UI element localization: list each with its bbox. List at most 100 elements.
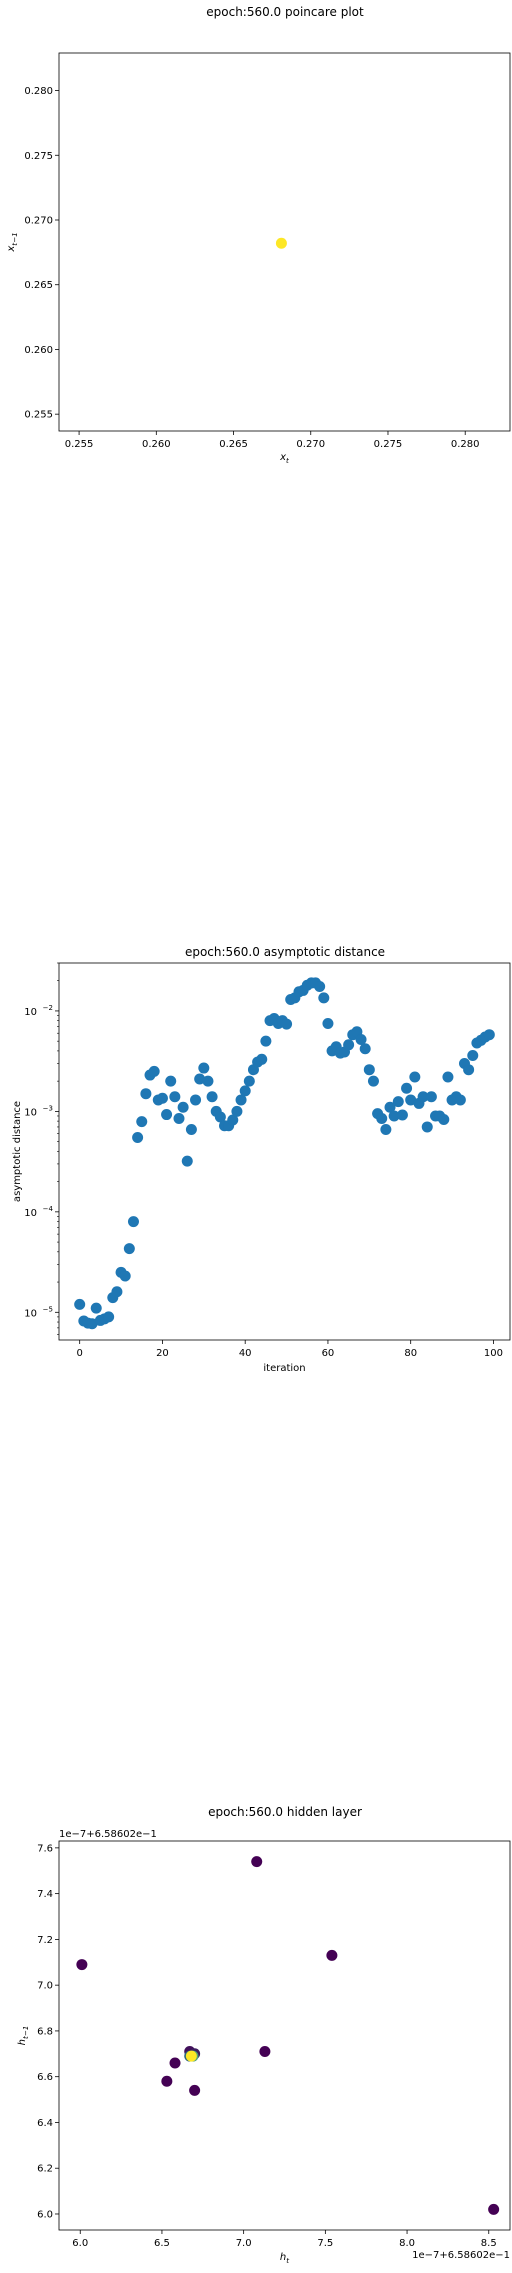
data-point	[405, 1094, 417, 1106]
y-axis-label: xt−1	[6, 232, 19, 252]
data-point	[169, 2057, 181, 2069]
y-tick-label: 6.4	[37, 2118, 53, 2129]
data-point	[119, 1270, 131, 1282]
data-point	[227, 1114, 239, 1126]
data-point	[189, 2084, 201, 2096]
data-point	[156, 1092, 168, 1104]
x-tick-label: 6.0	[72, 2238, 88, 2249]
data-point	[442, 1071, 454, 1083]
hidden-layer-chart: epoch:560.0 hidden layer 1e−7+6.58602e−1 6…	[17, 1805, 511, 2265]
y-axis-label: ht−1	[17, 2026, 30, 2046]
x-tick-label: 100	[484, 1348, 503, 1359]
data-point	[359, 1043, 371, 1055]
data-point	[103, 1311, 115, 1323]
data-point	[355, 1033, 367, 1045]
data-point	[111, 1286, 123, 1298]
data-point	[343, 1039, 355, 1051]
data-point	[86, 1318, 98, 1330]
y-tick-label: 7.4	[37, 1889, 53, 1900]
y-tick-label: 10 −3	[24, 1104, 53, 1118]
data-point	[256, 1053, 268, 1065]
y-tick-label: 6.8	[37, 2026, 53, 2037]
data-point	[140, 1088, 152, 1100]
data-point	[136, 1116, 148, 1128]
x-tick-label: 40	[239, 1348, 252, 1359]
data-point	[401, 1082, 413, 1094]
data-point	[173, 1112, 185, 1124]
data-point	[326, 1949, 338, 1961]
x-tick-label: 20	[156, 1348, 169, 1359]
x-tick-label: 0.275	[374, 439, 403, 450]
data-point	[185, 2050, 197, 2062]
data-point	[367, 1075, 379, 1087]
data-point	[161, 2075, 173, 2087]
x-offset-label: 1e−7+6.58602e−1	[412, 2250, 510, 2261]
data-point	[417, 1091, 429, 1103]
data-point	[251, 1856, 263, 1868]
data-point	[275, 237, 287, 249]
data-point	[425, 1091, 437, 1103]
data-point	[206, 1091, 218, 1103]
x-tick-label: 6.5	[154, 2238, 170, 2249]
x-tick-label: 7.5	[317, 2238, 333, 2249]
x-tick-label: 8.5	[481, 2238, 497, 2249]
data-point	[243, 1075, 255, 1087]
data-point	[380, 1124, 392, 1136]
data-point	[202, 1075, 214, 1087]
data-point	[314, 981, 326, 993]
y-tick-label: 6.0	[37, 2209, 53, 2220]
y-axis-label: asymptotic distance	[12, 1101, 23, 1202]
y-tick-label: 0.265	[24, 280, 53, 291]
y-tick-label: 0.275	[24, 151, 53, 162]
data-point	[463, 1064, 475, 1076]
data-point	[239, 1085, 251, 1097]
data-point	[74, 1298, 86, 1310]
hidden-layer-panel: epoch:560.0 hidden layer 1e−7+6.58602e−1 6…	[0, 1790, 512, 2269]
data-point	[376, 1112, 388, 1124]
plot-frame	[58, 52, 511, 432]
x-tick-label: 0	[77, 1348, 83, 1359]
data-point	[384, 1101, 396, 1113]
data-point	[322, 1017, 334, 1029]
data-point	[483, 1029, 495, 1041]
y-tick-label: 10 −5	[24, 1305, 53, 1319]
data-point	[194, 1073, 206, 1085]
x-tick-label: 7.0	[236, 2238, 252, 2249]
y-tick-label: 0.270	[24, 215, 53, 226]
data-point	[396, 1109, 408, 1121]
data-point	[454, 1094, 466, 1106]
data-point	[169, 1091, 181, 1103]
y-tick-label: 7.6	[37, 1843, 53, 1854]
x-tick-label: 0.255	[65, 439, 94, 450]
y-tick-label: 6.6	[37, 2072, 53, 2083]
poincare-plot-chart: epoch:560.0 poincare plot 0.255 0.260 0.265…	[6, 5, 511, 465]
y-offset-label: 1e−7+6.58602e−1	[59, 1829, 157, 1840]
asymptotic-distance-chart: epoch:560.0 asymptotic distance 0 20 40 60 80…	[12, 945, 511, 1374]
data-point	[132, 1131, 144, 1143]
y-tick-label: 10 −2	[24, 1004, 53, 1018]
data-point	[181, 1155, 193, 1167]
x-tick-label: 0.280	[451, 439, 480, 450]
chart-title: epoch:560.0 asymptotic distance	[185, 945, 385, 959]
y-tick-label: 0.280	[24, 86, 53, 97]
data-point	[76, 1959, 88, 1971]
chart-title: epoch:560.0 hidden layer	[208, 1805, 362, 1819]
y-tick-label: 7.0	[37, 1981, 53, 1992]
data-point	[90, 1302, 102, 1314]
x-tick-label: 0.270	[296, 439, 325, 450]
x-axis-label: xt	[279, 452, 290, 465]
data-point	[177, 1101, 189, 1113]
data-point	[198, 1062, 210, 1074]
y-tick-label: 0.255	[24, 410, 53, 421]
y-tick-label: 7.2	[37, 1935, 53, 1946]
data-point	[231, 1105, 243, 1117]
x-tick-label: 8.0	[399, 2238, 415, 2249]
x-axis-label: ht	[280, 2252, 290, 2265]
data-point	[190, 1094, 202, 1106]
chart-title: epoch:560.0 poincare plot	[206, 5, 364, 19]
data-point	[123, 1243, 135, 1255]
plot-frame	[58, 1840, 511, 2231]
y-tick-label: 6.2	[37, 2164, 53, 2175]
x-tick-label: 60	[322, 1348, 335, 1359]
data-point	[259, 2046, 271, 2058]
